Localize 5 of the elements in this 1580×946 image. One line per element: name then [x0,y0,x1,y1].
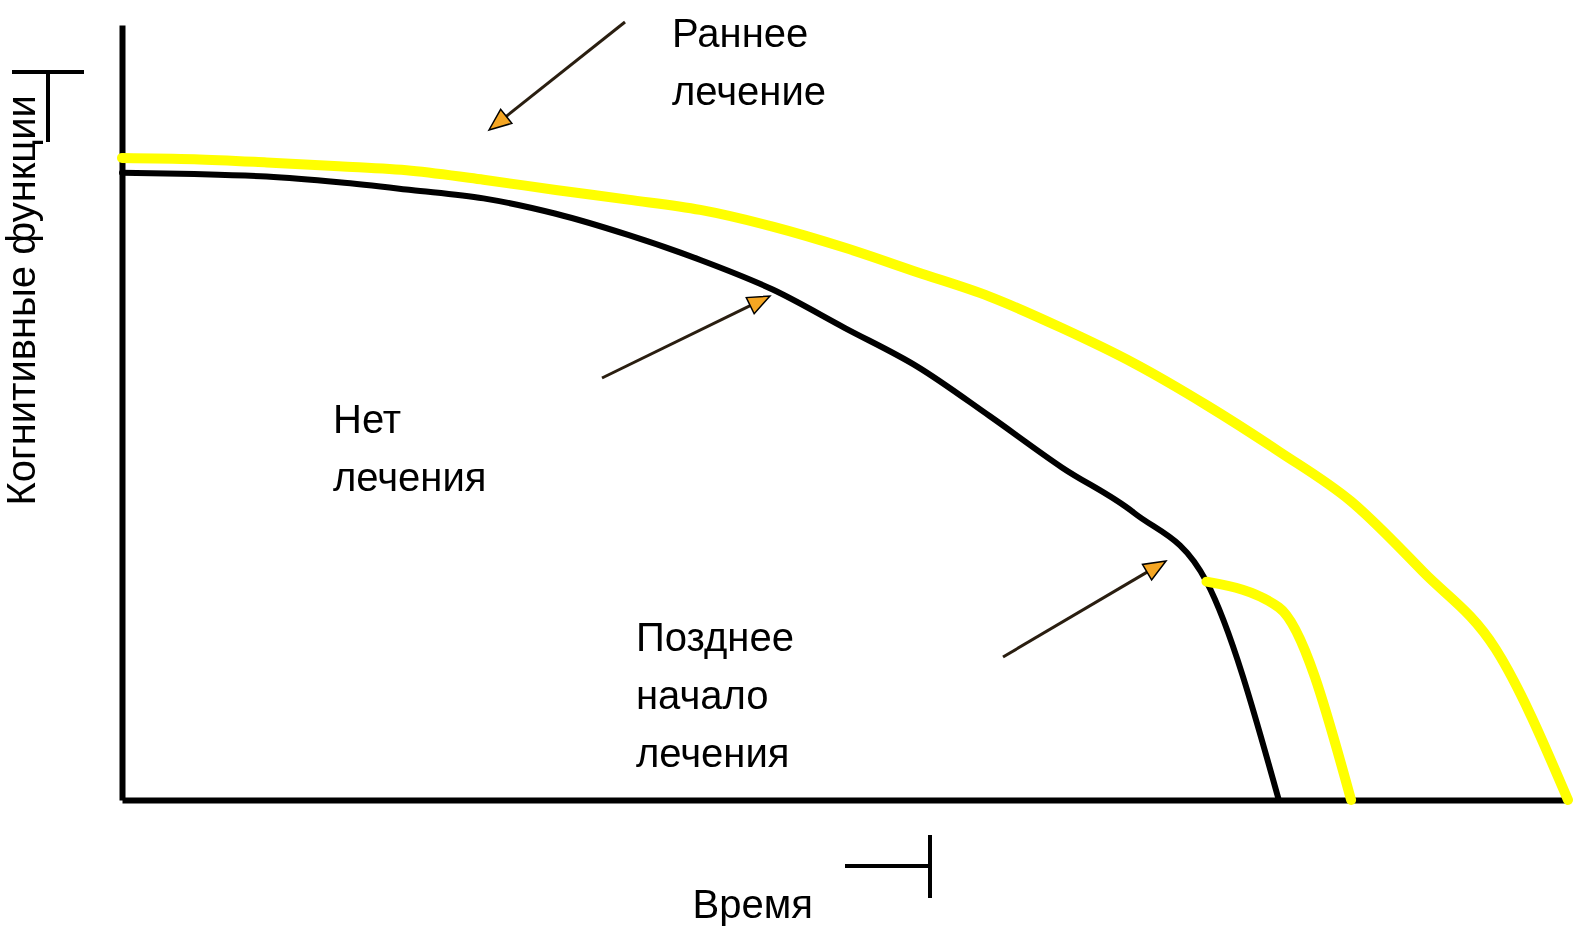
annotation: Нет лечения [333,396,487,501]
x-axis-title: Время [692,881,813,926]
y-axis-title: Когнитивные функции [0,95,43,506]
annotation: Позднее начало лечения [636,614,794,777]
text: Раннее лечение [672,10,827,115]
